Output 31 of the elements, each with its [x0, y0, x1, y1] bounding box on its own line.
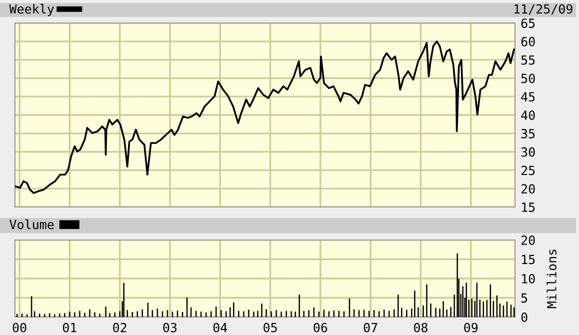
y-axis-title: Millions	[546, 250, 556, 308]
y-tick-label: 30	[521, 147, 535, 157]
y-tick-label: 60	[521, 36, 535, 46]
x-tick-label: 00	[12, 322, 26, 332]
y-tick-label: 35	[521, 128, 535, 138]
y-tick-label: 15	[522, 202, 535, 212]
x-tick-label: 09	[464, 322, 478, 332]
y-tick-label: 15	[522, 254, 535, 264]
y-tick-label: 5	[521, 293, 528, 303]
x-tick-label: 01	[62, 322, 76, 332]
x-tick-label: 06	[314, 322, 328, 332]
y-tick-label: 10	[522, 274, 535, 284]
x-tick-label: 04	[213, 322, 228, 332]
y-tick-label: 45	[521, 92, 535, 102]
y-tick-label: 20	[521, 184, 535, 194]
y-tick-label: 20	[521, 236, 535, 245]
y-tick-label: 55	[521, 55, 535, 65]
legend-label: Weekly	[9, 4, 54, 16]
line-series	[15, 40, 515, 194]
x-tick-label: 02	[113, 322, 126, 332]
y-tick-label: 0	[521, 312, 528, 322]
y-tick-label: 50	[521, 74, 535, 84]
text: 11/25/09	[514, 4, 572, 15]
x-tick-label: 07	[364, 322, 378, 332]
y-tick-label: 65	[521, 18, 535, 28]
x-tick-label: 08	[414, 322, 428, 332]
x-tick-label: 03	[163, 322, 177, 332]
y-tick-label: 40	[521, 110, 535, 120]
y-tick-label: 25	[521, 166, 535, 176]
x-tick-label: 05	[264, 322, 277, 332]
legend-label: Volume	[10, 219, 54, 230]
